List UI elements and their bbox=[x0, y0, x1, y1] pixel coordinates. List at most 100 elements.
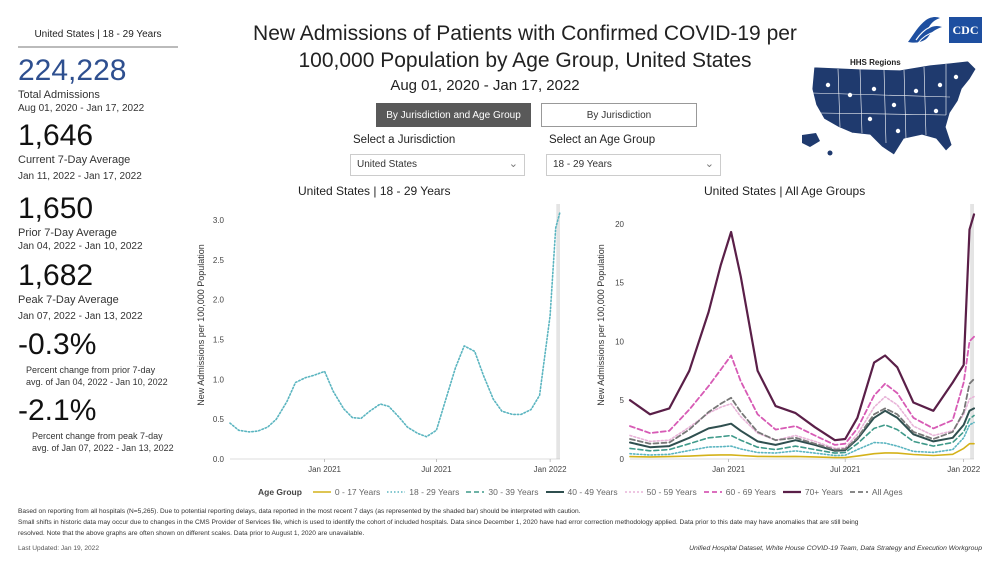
peak-avg-dates: Jan 07, 2022 - Jan 13, 2022 bbox=[18, 311, 143, 322]
chevron-down-icon: ⌄ bbox=[508, 158, 518, 170]
change-peak-text: Percent change from peak 7-day avg. of J… bbox=[18, 430, 183, 454]
y-tick-label: 0.5 bbox=[213, 415, 225, 424]
age-group-line-chart[interactable]: New Admissions per 100,000 Population 0.… bbox=[190, 200, 570, 480]
age-group-value: 18 - 29 Years bbox=[553, 159, 612, 170]
legend-label: 30 - 39 Years bbox=[488, 487, 539, 497]
legend-label: 40 - 49 Years bbox=[567, 487, 618, 497]
series-line-0-17-years[interactable] bbox=[629, 442, 975, 459]
legend-item[interactable]: 50 - 59 Years bbox=[624, 487, 697, 497]
jurisdiction-label: Select a Jurisdiction bbox=[353, 134, 456, 146]
legend-item[interactable]: 30 - 39 Years bbox=[465, 487, 539, 497]
change-prior-text-1: Percent change from prior 7-day bbox=[26, 365, 156, 375]
legend-label: All Ages bbox=[871, 487, 903, 497]
change-peak-text-1: Percent change from peak 7-day bbox=[32, 431, 163, 442]
left-y-axis-label: New Admissions per 100,000 Population bbox=[196, 244, 206, 406]
all-age-groups-line-chart[interactable]: New Admissions per 100,000 Population 0 5… bbox=[590, 200, 980, 480]
total-admissions-value: 224,228 bbox=[18, 54, 127, 87]
recent-data-shaded-bar bbox=[556, 204, 560, 459]
total-admissions-dates: Aug 01, 2020 - Jan 17, 2022 bbox=[18, 103, 145, 114]
x-tick-label: Jan 2022 bbox=[947, 465, 980, 474]
series-line-all-ages[interactable] bbox=[629, 378, 975, 451]
change-prior-text-2: avg. of Jan 04, 2022 - Jan 10, 2022 bbox=[26, 377, 168, 388]
jurisdiction-value: United States bbox=[357, 159, 418, 170]
y-tick-label: 0.0 bbox=[213, 455, 225, 464]
y-tick-label: 10 bbox=[615, 337, 624, 346]
series-line-30-39-years[interactable] bbox=[629, 414, 975, 454]
data-source: Unified Hospital Dataset, White House CO… bbox=[689, 545, 982, 552]
change-prior-text: Percent change from prior 7-day avg. of … bbox=[18, 364, 183, 388]
prior-avg-label: Prior 7-Day Average bbox=[18, 227, 117, 239]
jurisdiction-select[interactable]: United States ⌄ bbox=[350, 154, 525, 176]
current-avg-label: Current 7-Day Average bbox=[18, 154, 131, 166]
change-prior-value: -0.3% bbox=[18, 328, 97, 361]
change-peak-text-2: avg. of Jan 07, 2022 - Jan 13, 2022 bbox=[32, 443, 174, 454]
page-title: New Admissions of Patients with Confirme… bbox=[225, 20, 825, 75]
x-tick-label: Jan 2021 bbox=[712, 465, 745, 474]
legend-item[interactable]: 0 - 17 Years bbox=[312, 487, 380, 497]
current-avg-value: 1,646 bbox=[18, 119, 94, 152]
legend-swatch bbox=[387, 491, 406, 493]
y-tick-label: 20 bbox=[615, 220, 624, 229]
peak-avg-label: Peak 7-Day Average bbox=[18, 294, 119, 306]
peak-avg-value: 1,682 bbox=[18, 259, 94, 292]
legend-label: 18 - 29 Years bbox=[409, 487, 460, 497]
left-chart-title: United States | 18 - 29 Years bbox=[298, 184, 451, 198]
footer-note-1: Based on reporting from all hospitals (N… bbox=[18, 508, 581, 515]
y-tick-label: 1.0 bbox=[213, 375, 225, 384]
series-line-18-29-years[interactable] bbox=[629, 421, 975, 457]
hhs-regions-label: HHS Regions bbox=[850, 58, 901, 67]
legend-label: 60 - 69 Years bbox=[725, 487, 776, 497]
series-line-70-years[interactable] bbox=[628, 213, 976, 442]
age-group-label: Select an Age Group bbox=[549, 134, 656, 146]
legend-item[interactable]: 40 - 49 Years bbox=[545, 487, 618, 497]
legend-item[interactable]: All Ages bbox=[849, 487, 903, 497]
x-tick-label: Jan 2021 bbox=[308, 465, 341, 474]
cdc-logo: CDC bbox=[949, 17, 982, 43]
current-avg-dates: Jan 11, 2022 - Jan 17, 2022 bbox=[18, 171, 142, 182]
y-tick-label: 5 bbox=[620, 396, 625, 405]
legend-swatch bbox=[703, 491, 722, 493]
title-line-2: 100,000 Population by Age Group, United … bbox=[298, 49, 752, 73]
legend-label: 0 - 17 Years bbox=[334, 487, 381, 497]
y-tick-label: 2.0 bbox=[213, 296, 225, 305]
x-tick-label: Jul 2021 bbox=[830, 465, 861, 474]
y-tick-label: 0 bbox=[620, 455, 625, 464]
y-tick-label: 15 bbox=[615, 279, 624, 288]
x-tick-label: Jul 2021 bbox=[421, 465, 452, 474]
footer-note-3: resolved. Note that the above graphs are… bbox=[18, 530, 365, 537]
prior-avg-value: 1,650 bbox=[18, 192, 94, 225]
age-group-legend: Age Group 0 - 17 Years 18 - 29 Years 30 - … bbox=[258, 487, 903, 497]
right-chart-title: United States | All Age Groups bbox=[704, 184, 866, 198]
by-jurisdiction-and-age-group-button[interactable]: By Jurisdiction and Age Group bbox=[376, 103, 531, 127]
y-tick-label: 2.5 bbox=[213, 256, 225, 265]
legend-swatch bbox=[624, 491, 643, 493]
legend-item[interactable]: 18 - 29 Years bbox=[386, 487, 459, 497]
legend-item[interactable]: 70+ Years bbox=[782, 487, 843, 497]
kpi-panel: United States | 18 - 29 Years 224,228 To… bbox=[18, 26, 183, 455]
series-line-40-49-years[interactable] bbox=[629, 407, 975, 452]
legend-item[interactable]: 60 - 69 Years bbox=[703, 487, 776, 497]
legend-label: 70+ Years bbox=[804, 487, 843, 497]
hhs-eagle-icon bbox=[908, 16, 942, 44]
age-group-select[interactable]: 18 - 29 Years ⌄ bbox=[546, 154, 721, 176]
series-line-18-29-years[interactable] bbox=[229, 211, 561, 438]
right-y-axis-label: New Admissions per 100,000 Population bbox=[596, 244, 606, 406]
y-tick-label: 1.5 bbox=[213, 335, 225, 344]
legend-title: Age Group bbox=[258, 487, 302, 497]
prior-avg-dates: Jan 04, 2022 - Jan 10, 2022 bbox=[18, 241, 143, 252]
footer-note-2: Small shifts in historic data may occur … bbox=[18, 519, 859, 526]
kpi-header: United States | 18 - 29 Years bbox=[18, 26, 178, 48]
recent-data-shaded-bar bbox=[970, 204, 974, 459]
title-line-1: New Admissions of Patients with Confirme… bbox=[253, 22, 797, 45]
by-jurisdiction-button[interactable]: By Jurisdiction bbox=[541, 103, 697, 127]
legend-swatch bbox=[312, 491, 331, 493]
change-peak-value: -2.1% bbox=[18, 394, 97, 428]
chevron-down-icon: ⌄ bbox=[704, 158, 714, 170]
legend-swatch bbox=[849, 491, 868, 493]
legend-swatch bbox=[782, 490, 801, 494]
legend-label: 50 - 59 Years bbox=[646, 487, 697, 497]
hhs-regions-map[interactable] bbox=[800, 55, 980, 160]
legend-swatch bbox=[466, 491, 485, 493]
series-line-60-69-years[interactable] bbox=[629, 335, 975, 446]
last-updated: Last Updated: Jan 19, 2022 bbox=[18, 545, 100, 552]
